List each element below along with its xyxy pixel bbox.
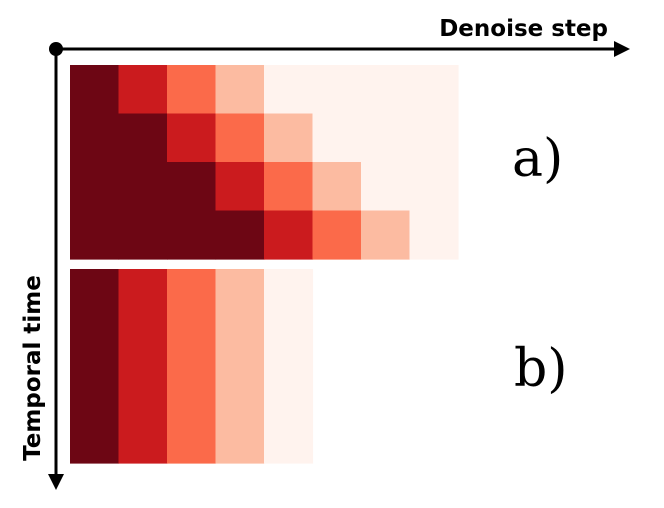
grid-cell [167, 414, 217, 464]
axis-origin-dot [49, 42, 63, 56]
grid-cell [409, 65, 459, 115]
y-axis-label: Temporal time [20, 275, 46, 461]
grid-cell [409, 210, 459, 260]
grid-cell [215, 65, 265, 115]
grid-cell [167, 162, 217, 212]
grid-cell [215, 317, 265, 367]
grid-cell [118, 414, 168, 464]
grid-cell [215, 366, 265, 416]
grid-cell [70, 113, 120, 163]
panel-b-grid [70, 269, 314, 464]
grid-cell [215, 113, 265, 163]
grid-cell [167, 113, 217, 163]
x-axis-arrowhead [614, 41, 630, 57]
grid-cell [70, 269, 120, 319]
grid-cell [361, 65, 411, 115]
grid-cell [215, 210, 265, 260]
grid-cell [118, 269, 168, 319]
grid-cell [118, 210, 168, 260]
grid-cell [361, 162, 411, 212]
grid-cell [312, 65, 362, 115]
grid-cell [118, 317, 168, 367]
grid-cell [264, 269, 314, 319]
grid-cell [361, 113, 411, 163]
grid-cell [264, 317, 314, 367]
grid-cell [70, 366, 120, 416]
grid-cell [409, 162, 459, 212]
grid-cell [167, 366, 217, 416]
grid-cell [215, 162, 265, 212]
grid-cell [167, 210, 217, 260]
grid-cell [70, 65, 120, 115]
grid-cell [118, 366, 168, 416]
grid-cell [312, 162, 362, 212]
grid-cell [312, 113, 362, 163]
grid-cell [312, 210, 362, 260]
grid-cell [118, 162, 168, 212]
y-axis-arrowhead [48, 474, 64, 490]
panel-a-grid [70, 65, 459, 260]
grid-cell [215, 269, 265, 319]
grid-cell [264, 65, 314, 115]
grid-cell [167, 65, 217, 115]
grid-cell [409, 113, 459, 163]
grid-cell [361, 210, 411, 260]
grid-cell [118, 113, 168, 163]
x-axis-label: Denoise step [439, 16, 608, 42]
grid-cell [70, 414, 120, 464]
grid-cell [264, 210, 314, 260]
grid-cell [70, 210, 120, 260]
grid-cell [264, 414, 314, 464]
grid-cell [167, 317, 217, 367]
grid-cell [167, 269, 217, 319]
grid-cell [264, 113, 314, 163]
grid-cell [118, 65, 168, 115]
grid-cell [70, 317, 120, 367]
grid-cell [264, 366, 314, 416]
panel-b-label: b) [514, 339, 568, 399]
panel-a-label: a) [512, 129, 563, 189]
grid-cell [70, 162, 120, 212]
grid-cell [215, 414, 265, 464]
grid-cell [264, 162, 314, 212]
